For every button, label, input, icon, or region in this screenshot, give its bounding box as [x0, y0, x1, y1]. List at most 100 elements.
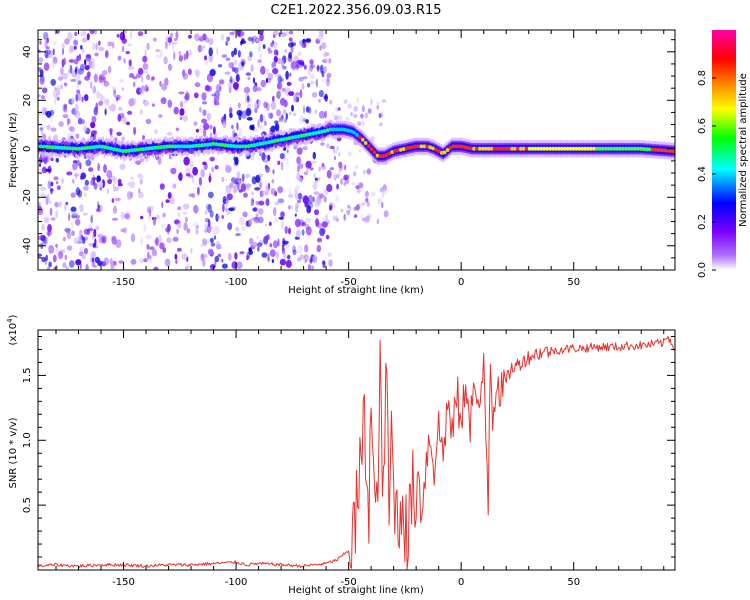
- heatmap-cell: [50, 145, 55, 150]
- heatmap-cell: [463, 145, 468, 150]
- heatmap-cell: [259, 113, 263, 123]
- heatmap-cell: [292, 249, 297, 256]
- heatmap-cell: [195, 69, 200, 78]
- heatmap-cell: [284, 226, 288, 234]
- heatmap-cell: [77, 117, 83, 125]
- snr-background: [38, 330, 675, 570]
- heatmap-cell: [276, 82, 283, 90]
- snr-ylabel: SNR (10 * v/v): [8, 417, 19, 488]
- heatmap-cell: [101, 235, 107, 244]
- heatmap-cell: [45, 154, 51, 163]
- heatmap-cell: [280, 211, 285, 218]
- heatmap-cell: [79, 204, 84, 213]
- heatmap-cell: [68, 260, 75, 268]
- heatmap-cell: [96, 175, 101, 183]
- heatmap-cell: [78, 235, 82, 243]
- heatmap-cell: [365, 215, 371, 223]
- heatmap-cell: [62, 262, 67, 268]
- heatmap-cell: [309, 80, 315, 85]
- heatmap-cell: [63, 236, 66, 242]
- heatmap-cell: [603, 146, 608, 151]
- heatmap-cell: [366, 168, 372, 175]
- heatmap-cell: [361, 105, 365, 113]
- heatmap-cell: [199, 35, 204, 42]
- heatmap-cell: [208, 47, 213, 57]
- heatmap-cell: [240, 40, 243, 46]
- heatmap-cell: [50, 157, 54, 162]
- heatmap-cell: [507, 146, 511, 151]
- heatmap-cell: [309, 265, 315, 269]
- heatmap-cell: [89, 30, 95, 35]
- heatmap-cell: [278, 116, 282, 123]
- heatmap-cell: [314, 198, 321, 208]
- heatmap-cell: [120, 114, 125, 122]
- heatmap-cell: [383, 210, 389, 218]
- heatmap-cell: [148, 213, 151, 222]
- heatmap-cell: [272, 240, 279, 249]
- heatmap-cell: [481, 146, 485, 151]
- y-tick-label: 1.5: [22, 367, 33, 383]
- heatmap-cell: [261, 141, 266, 146]
- heatmap-cell: [466, 145, 470, 150]
- heatmap-cell: [192, 222, 199, 228]
- heatmap-cell: [140, 109, 143, 116]
- heatmap-cell: [288, 111, 292, 116]
- heatmap-cell: [328, 127, 333, 132]
- heatmap-cell: [370, 98, 373, 106]
- heatmap-cell: [45, 168, 52, 172]
- heatmap-cell: [312, 182, 318, 191]
- heatmap-cell: [84, 59, 87, 66]
- heatmap-cell: [284, 136, 289, 141]
- heatmap-cell: [318, 98, 321, 103]
- heatmap-cell: [237, 182, 240, 191]
- heatmap-cell: [79, 229, 83, 236]
- heatmap-cell: [93, 73, 98, 83]
- heatmap-cell: [267, 47, 271, 51]
- heatmap-cell: [104, 108, 107, 116]
- heatmap-cell: [530, 146, 535, 151]
- heatmap-cell: [63, 82, 68, 87]
- heatmap-cell: [58, 250, 64, 260]
- heatmap-cell: [191, 193, 196, 199]
- heatmap-cell: [97, 144, 102, 149]
- heatmap-cell: [296, 257, 302, 262]
- heatmap-cell: [277, 57, 282, 65]
- heatmap-cell: [358, 135, 362, 140]
- heatmap-cell: [344, 164, 347, 171]
- heatmap-cell: [243, 86, 251, 94]
- heatmap-cell: [301, 83, 305, 90]
- heatmap-cell: [151, 76, 155, 81]
- x-tick-label: 50: [567, 577, 580, 588]
- heatmap-cell: [342, 176, 348, 181]
- heatmap-cell: [200, 168, 205, 178]
- heatmap-cell: [399, 147, 403, 152]
- heatmap-cell: [73, 39, 78, 46]
- heatmap-cell: [88, 242, 94, 247]
- colorbar-label: Normalized spectral amplitude: [738, 73, 749, 227]
- heatmap-cell: [305, 119, 309, 124]
- heatmap-cell: [236, 30, 241, 37]
- heatmap-cell: [261, 152, 266, 161]
- heatmap-cell: [158, 114, 163, 118]
- y-tick-label: 0: [22, 146, 33, 152]
- heatmap-cell: [52, 90, 58, 98]
- heatmap-cell: [42, 236, 47, 245]
- heatmap-cell: [516, 146, 520, 151]
- heatmap-cell: [59, 145, 64, 150]
- heatmap-cell: [325, 234, 330, 240]
- heatmap-cell: [225, 199, 228, 209]
- heatmap-cell: [201, 92, 207, 101]
- heatmap-cell: [279, 137, 283, 142]
- heatmap-cell: [311, 131, 315, 136]
- heatmap-cell: [215, 83, 222, 93]
- heatmap-cell: [119, 163, 126, 171]
- heatmap-cell: [267, 140, 272, 145]
- heatmap-cell: [147, 146, 151, 151]
- heatmap-cell: [297, 59, 305, 65]
- heatmap-cell: [320, 164, 327, 171]
- heatmap-cell: [413, 144, 418, 149]
- heatmap-cell: [103, 76, 106, 84]
- heatmap-cell: [306, 166, 309, 176]
- heatmap-cell: [298, 76, 304, 82]
- heatmap-cell: [200, 243, 207, 247]
